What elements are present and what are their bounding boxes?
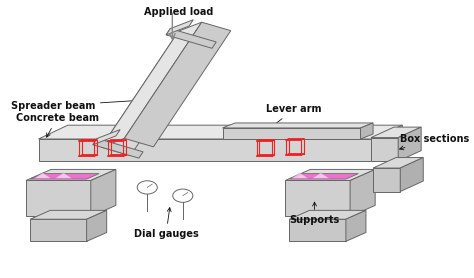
- Polygon shape: [38, 139, 373, 161]
- Polygon shape: [373, 125, 402, 161]
- Polygon shape: [361, 123, 373, 139]
- Text: Box sections: Box sections: [400, 134, 469, 150]
- Text: Supports: Supports: [290, 202, 340, 225]
- Polygon shape: [30, 210, 107, 219]
- Polygon shape: [346, 210, 366, 241]
- Polygon shape: [30, 173, 99, 179]
- Text: Applied load: Applied load: [144, 7, 213, 17]
- Polygon shape: [373, 168, 400, 192]
- Polygon shape: [55, 173, 72, 178]
- Polygon shape: [34, 173, 51, 178]
- Polygon shape: [93, 130, 120, 145]
- Polygon shape: [400, 158, 423, 192]
- Circle shape: [137, 181, 157, 194]
- Polygon shape: [26, 169, 116, 180]
- Polygon shape: [30, 219, 87, 241]
- Polygon shape: [222, 123, 373, 128]
- Polygon shape: [26, 180, 91, 217]
- Polygon shape: [290, 219, 346, 241]
- Polygon shape: [124, 22, 231, 147]
- Polygon shape: [166, 29, 216, 48]
- Polygon shape: [166, 20, 193, 35]
- Polygon shape: [371, 127, 421, 138]
- Text: Spreader beam: Spreader beam: [10, 99, 137, 111]
- Polygon shape: [87, 210, 107, 241]
- Polygon shape: [371, 138, 398, 161]
- Polygon shape: [93, 138, 143, 158]
- Polygon shape: [101, 31, 208, 156]
- Text: Dial gauges: Dial gauges: [134, 208, 199, 239]
- Polygon shape: [38, 125, 402, 139]
- Polygon shape: [290, 210, 366, 219]
- Polygon shape: [290, 173, 358, 179]
- Polygon shape: [101, 22, 202, 147]
- Polygon shape: [285, 180, 350, 217]
- Polygon shape: [222, 128, 361, 139]
- Polygon shape: [292, 173, 308, 178]
- Circle shape: [173, 189, 193, 202]
- Polygon shape: [285, 169, 375, 180]
- Polygon shape: [398, 127, 421, 161]
- Polygon shape: [350, 169, 375, 217]
- Text: Concrete beam: Concrete beam: [16, 113, 99, 137]
- Polygon shape: [373, 158, 423, 168]
- Text: Lever arm: Lever arm: [266, 104, 322, 127]
- Polygon shape: [91, 169, 116, 217]
- Polygon shape: [312, 173, 329, 178]
